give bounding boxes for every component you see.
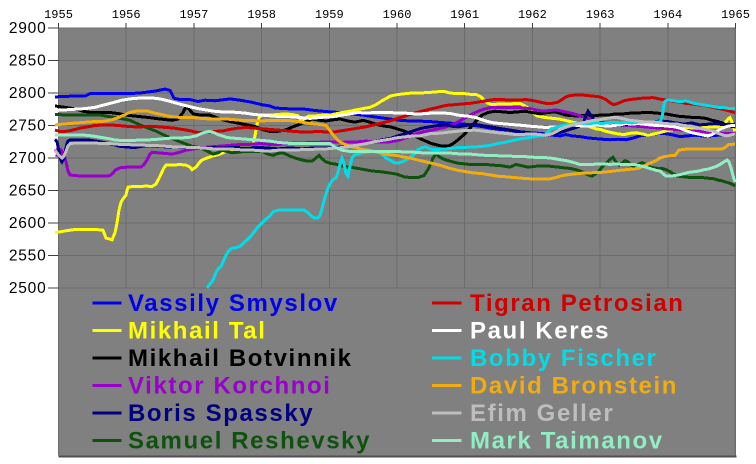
svg-text:2750: 2750 (9, 118, 47, 135)
svg-text:2850: 2850 (9, 53, 47, 70)
svg-text:Viktor Korchnoi: Viktor Korchnoi (128, 373, 332, 400)
svg-text:Vassily Smyslov: Vassily Smyslov (128, 290, 339, 317)
svg-text:1958: 1958 (247, 8, 276, 22)
svg-text:1964: 1964 (653, 8, 682, 22)
svg-text:1961: 1961 (450, 8, 479, 22)
svg-text:1956: 1956 (112, 8, 141, 22)
svg-text:2900: 2900 (9, 20, 47, 37)
svg-text:2600: 2600 (9, 215, 47, 232)
svg-text:1963: 1963 (586, 8, 615, 22)
svg-text:1955: 1955 (44, 8, 73, 22)
svg-text:2500: 2500 (9, 280, 47, 297)
svg-text:Mark Taimanov: Mark Taimanov (470, 428, 664, 455)
svg-text:2800: 2800 (9, 85, 47, 102)
svg-text:2700: 2700 (9, 150, 47, 167)
svg-text:2650: 2650 (9, 183, 47, 200)
svg-text:Efim Geller: Efim Geller (470, 400, 614, 427)
svg-text:Paul Keres: Paul Keres (470, 318, 610, 345)
svg-text:1957: 1957 (179, 8, 208, 22)
svg-text:1960: 1960 (383, 8, 412, 22)
svg-text:2550: 2550 (9, 248, 47, 265)
svg-text:1965: 1965 (721, 8, 750, 22)
svg-text:1959: 1959 (315, 8, 344, 22)
svg-text:Mikhail Tal: Mikhail Tal (128, 318, 267, 345)
svg-text:Mikhail Botvinnik: Mikhail Botvinnik (128, 345, 353, 372)
svg-text:Boris Spassky: Boris Spassky (128, 400, 314, 427)
svg-text:Tigran Petrosian: Tigran Petrosian (470, 290, 685, 317)
svg-text:David Bronstein: David Bronstein (470, 373, 678, 400)
svg-text:Bobby Fischer: Bobby Fischer (470, 345, 658, 372)
svg-text:1962: 1962 (518, 8, 547, 22)
svg-text:Samuel Reshevsky: Samuel Reshevsky (128, 428, 371, 455)
